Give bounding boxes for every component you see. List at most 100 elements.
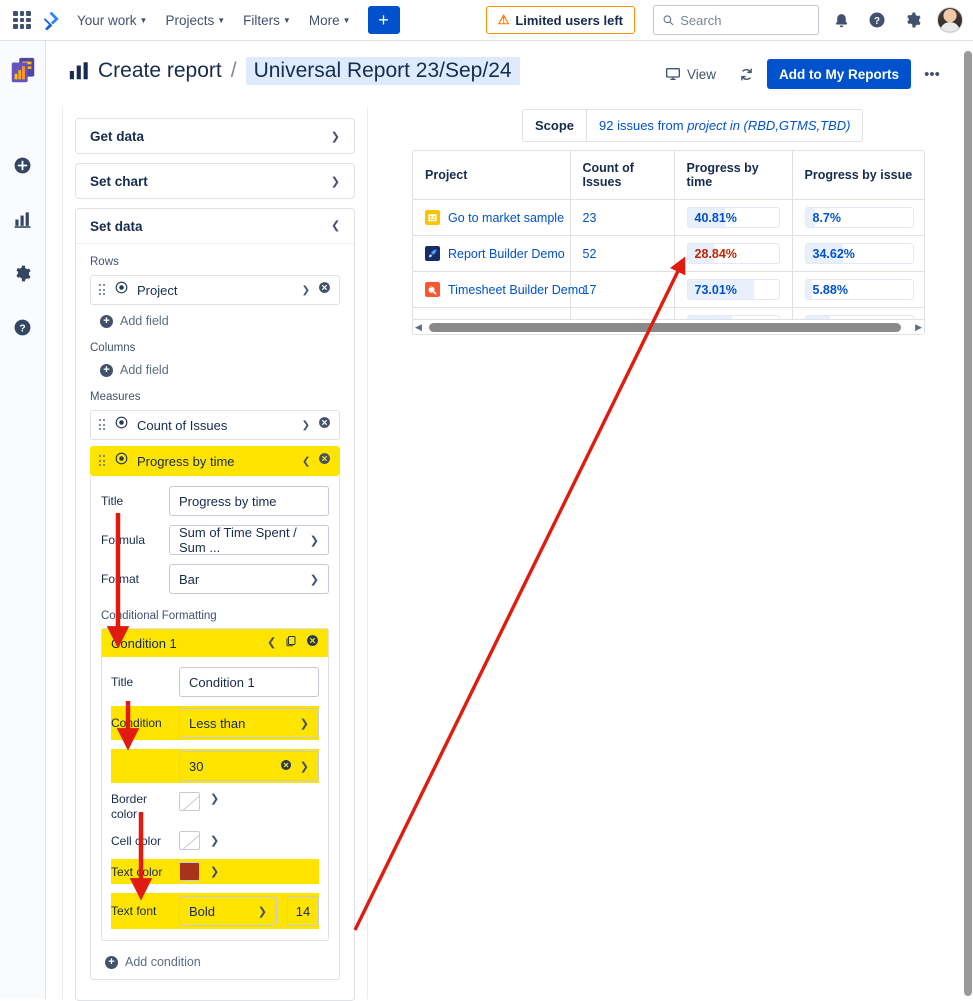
scrollbar-thumb[interactable] <box>428 322 902 332</box>
scope-bar: Scope 92 issues from project in (RBD,GTM… <box>522 109 864 142</box>
limited-users-badge[interactable]: ⚠ Limited users left <box>485 6 635 34</box>
nav-item-label: Projects <box>165 12 215 28</box>
rows-label: Rows <box>90 256 119 268</box>
cell-color-swatch[interactable] <box>179 831 200 850</box>
section-set-chart-header[interactable]: Set chart ❯ <box>76 164 354 198</box>
report-title-input[interactable]: Universal Report 23/Sep/24 <box>245 57 520 85</box>
remove-icon[interactable] <box>306 634 319 652</box>
cell-count-of-issues[interactable]: 52 <box>570 235 675 272</box>
project-link[interactable]: Timesheet Builder Demo <box>448 282 586 297</box>
more-actions-button[interactable]: ••• <box>924 65 940 83</box>
jira-logo-icon[interactable] <box>38 7 66 33</box>
measure-formula-select[interactable]: Sum of Time Spent / Sum ... ❯ <box>169 525 329 555</box>
rail-add-icon[interactable] <box>9 151 37 179</box>
remove-icon[interactable] <box>318 416 331 434</box>
section-title: Set data <box>90 218 143 234</box>
drag-handle-icon[interactable] <box>99 419 106 431</box>
column-header-count-of-issues[interactable]: Count of Issues <box>570 151 675 200</box>
nav-item-filters[interactable]: Filters ▼ <box>236 8 298 33</box>
remove-icon[interactable] <box>318 452 331 470</box>
cell-project: Report Builder Demo <box>413 235 571 272</box>
rows-field-project[interactable]: Project ❯ <box>90 275 340 305</box>
scrollbar-track[interactable] <box>424 322 913 332</box>
column-header-project[interactable]: Project <box>413 151 571 200</box>
search-input[interactable] <box>680 12 810 28</box>
user-avatar[interactable] <box>937 7 963 33</box>
columns-add-field-button[interactable]: + Add field <box>100 363 340 377</box>
duplicate-icon[interactable] <box>285 634 297 652</box>
visibility-eye-icon[interactable] <box>114 415 129 435</box>
text-color-swatch[interactable] <box>179 862 200 881</box>
create-button[interactable]: + <box>367 6 400 34</box>
chevron-up-icon[interactable]: ❯ <box>301 455 310 467</box>
add-to-my-reports-button[interactable]: Add to My Reports <box>767 59 911 89</box>
measure-progress-by-time[interactable]: Progress by time ❯ <box>90 446 340 476</box>
condition-threshold-select[interactable]: 30 ❯ <box>179 751 319 781</box>
condition-header[interactable]: Condition 1 ❯ <box>102 629 328 657</box>
visibility-eye-icon[interactable] <box>114 451 129 471</box>
cell-progress-by-time: 40.81% <box>674 199 793 236</box>
nav-item-your-work[interactable]: Your work ▼ <box>70 8 154 33</box>
visibility-eye-icon[interactable] <box>114 280 129 300</box>
column-header-progress-by-time[interactable]: Progress by time <box>674 151 793 200</box>
view-button[interactable]: View <box>656 60 725 88</box>
scope-issue-count-link[interactable]: 92 issues <box>599 118 654 133</box>
chevron-up-icon[interactable]: ❯ <box>266 636 276 649</box>
progress-bar-value: 5.88% <box>812 282 848 297</box>
border-color-swatch[interactable] <box>179 792 200 811</box>
text-font-select[interactable]: Bold ❯ <box>179 896 277 926</box>
field-label: Project <box>137 282 178 298</box>
chevron-down-icon[interactable]: ❯ <box>210 835 220 847</box>
drag-handle-icon[interactable] <box>99 284 106 296</box>
chevron-down-icon[interactable]: ❯ <box>210 793 220 805</box>
clear-icon[interactable] <box>280 759 292 774</box>
nav-item-more[interactable]: More ▼ <box>302 8 358 33</box>
cell-progress-by-issue: 8.7% <box>792 199 924 236</box>
plus-icon: + <box>100 363 113 377</box>
vertical-scrollbar-thumb[interactable] <box>964 51 972 996</box>
scroll-right-arrow-icon[interactable]: ▶ <box>915 321 922 332</box>
rail-reports-icon[interactable] <box>9 205 37 233</box>
chevron-down-icon: ❯ <box>299 717 309 730</box>
nav-item-projects[interactable]: Projects ▼ <box>158 8 232 33</box>
progress-bar: 73.01% <box>686 279 780 300</box>
rows-add-field-button[interactable]: + Add field <box>100 314 340 328</box>
drag-handle-icon[interactable] <box>99 455 106 467</box>
notifications-icon[interactable] <box>827 6 855 34</box>
page-vertical-scrollbar[interactable] <box>963 45 973 999</box>
condition-title-input[interactable]: Condition 1 <box>179 667 319 697</box>
horizontal-scrollbar[interactable]: ◀ ▶ <box>413 319 924 334</box>
chevron-down-icon[interactable]: ❯ <box>210 866 220 878</box>
nav-item-label: Filters <box>243 12 280 28</box>
column-header-progress-by-issue[interactable]: Progress by issue <box>792 151 924 200</box>
condition-operator-select[interactable]: Less than ❯ <box>179 708 319 738</box>
settings-icon[interactable] <box>899 6 927 34</box>
measure-format-select[interactable]: Bar ❯ <box>169 564 329 594</box>
remove-icon[interactable] <box>318 281 331 299</box>
section-set-data-header[interactable]: Set data ❯ <box>76 209 354 243</box>
search-box[interactable] <box>653 5 819 35</box>
help-icon[interactable]: ? <box>863 6 891 34</box>
report-builder-logo-icon[interactable] <box>8 55 38 85</box>
chevron-down-icon[interactable]: ❯ <box>301 419 310 431</box>
project-link[interactable]: Go to market sample <box>448 210 565 225</box>
scroll-left-arrow-icon[interactable]: ◀ <box>415 321 422 332</box>
cell-count-of-issues[interactable]: 23 <box>570 199 675 236</box>
progress-bar-fill <box>805 208 815 227</box>
progress-bar: 8.7% <box>804 207 914 228</box>
refresh-button[interactable] <box>731 59 761 89</box>
add-condition-button[interactable]: + Add condition <box>105 955 329 969</box>
chevron-down-icon[interactable]: ❯ <box>301 284 310 296</box>
measure-title-input[interactable]: Progress by time <box>169 486 329 516</box>
project-link[interactable]: Report Builder Demo <box>448 246 565 261</box>
rail-help-icon[interactable]: ? <box>9 313 37 341</box>
section-get-data-header[interactable]: Get data ❯ <box>76 119 354 153</box>
measure-count-of-issues[interactable]: Count of Issues ❯ <box>90 410 340 440</box>
progress-bar: 5.88% <box>804 279 914 300</box>
text-size-input[interactable]: 14 <box>287 896 319 926</box>
app-switcher-icon[interactable] <box>10 8 34 32</box>
section-title: Get data <box>90 128 145 144</box>
rail-settings-icon[interactable] <box>9 259 37 287</box>
breadcrumb-root[interactable]: Create report <box>98 59 222 82</box>
cell-count-of-issues[interactable]: 17 <box>570 271 675 308</box>
